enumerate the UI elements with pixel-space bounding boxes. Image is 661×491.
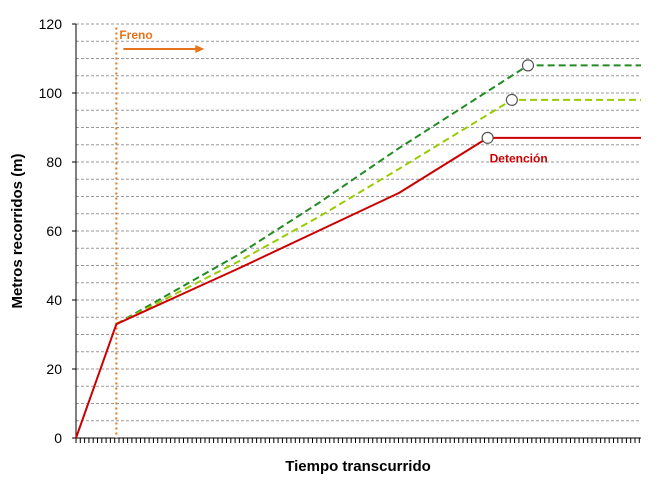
x-ticks	[75, 438, 640, 443]
y-tick-label: 20	[46, 361, 62, 377]
y-tick-labels: 0 20 40 60 80 100 120	[39, 16, 76, 446]
grid	[76, 23, 641, 422]
freno-label: Freno	[119, 28, 152, 42]
series-line	[115, 64, 641, 325]
brake-marker	[115, 27, 205, 438]
y-tick-label: 100	[39, 85, 63, 101]
y-tick-label: 80	[46, 154, 62, 170]
y-axis-title: Metros recorridos (m)	[9, 153, 26, 308]
freno-arrow-head	[195, 45, 205, 53]
series-end-marker	[521, 59, 535, 72]
y-tick-label: 0	[54, 430, 62, 446]
y-tick-label: 120	[39, 16, 63, 32]
x-axis-title: Tiempo transcurrido	[285, 458, 431, 475]
annotations: Freno Detención	[119, 28, 547, 166]
series-line	[115, 98, 641, 325]
series	[75, 64, 641, 439]
series-line	[75, 136, 641, 439]
y-tick-label: 60	[46, 223, 62, 239]
detencion-label: Detención	[490, 152, 548, 166]
end-markers	[481, 59, 535, 144]
y-tick-label: 40	[46, 292, 62, 308]
series-end-marker	[481, 131, 494, 144]
series-end-marker	[505, 93, 518, 107]
